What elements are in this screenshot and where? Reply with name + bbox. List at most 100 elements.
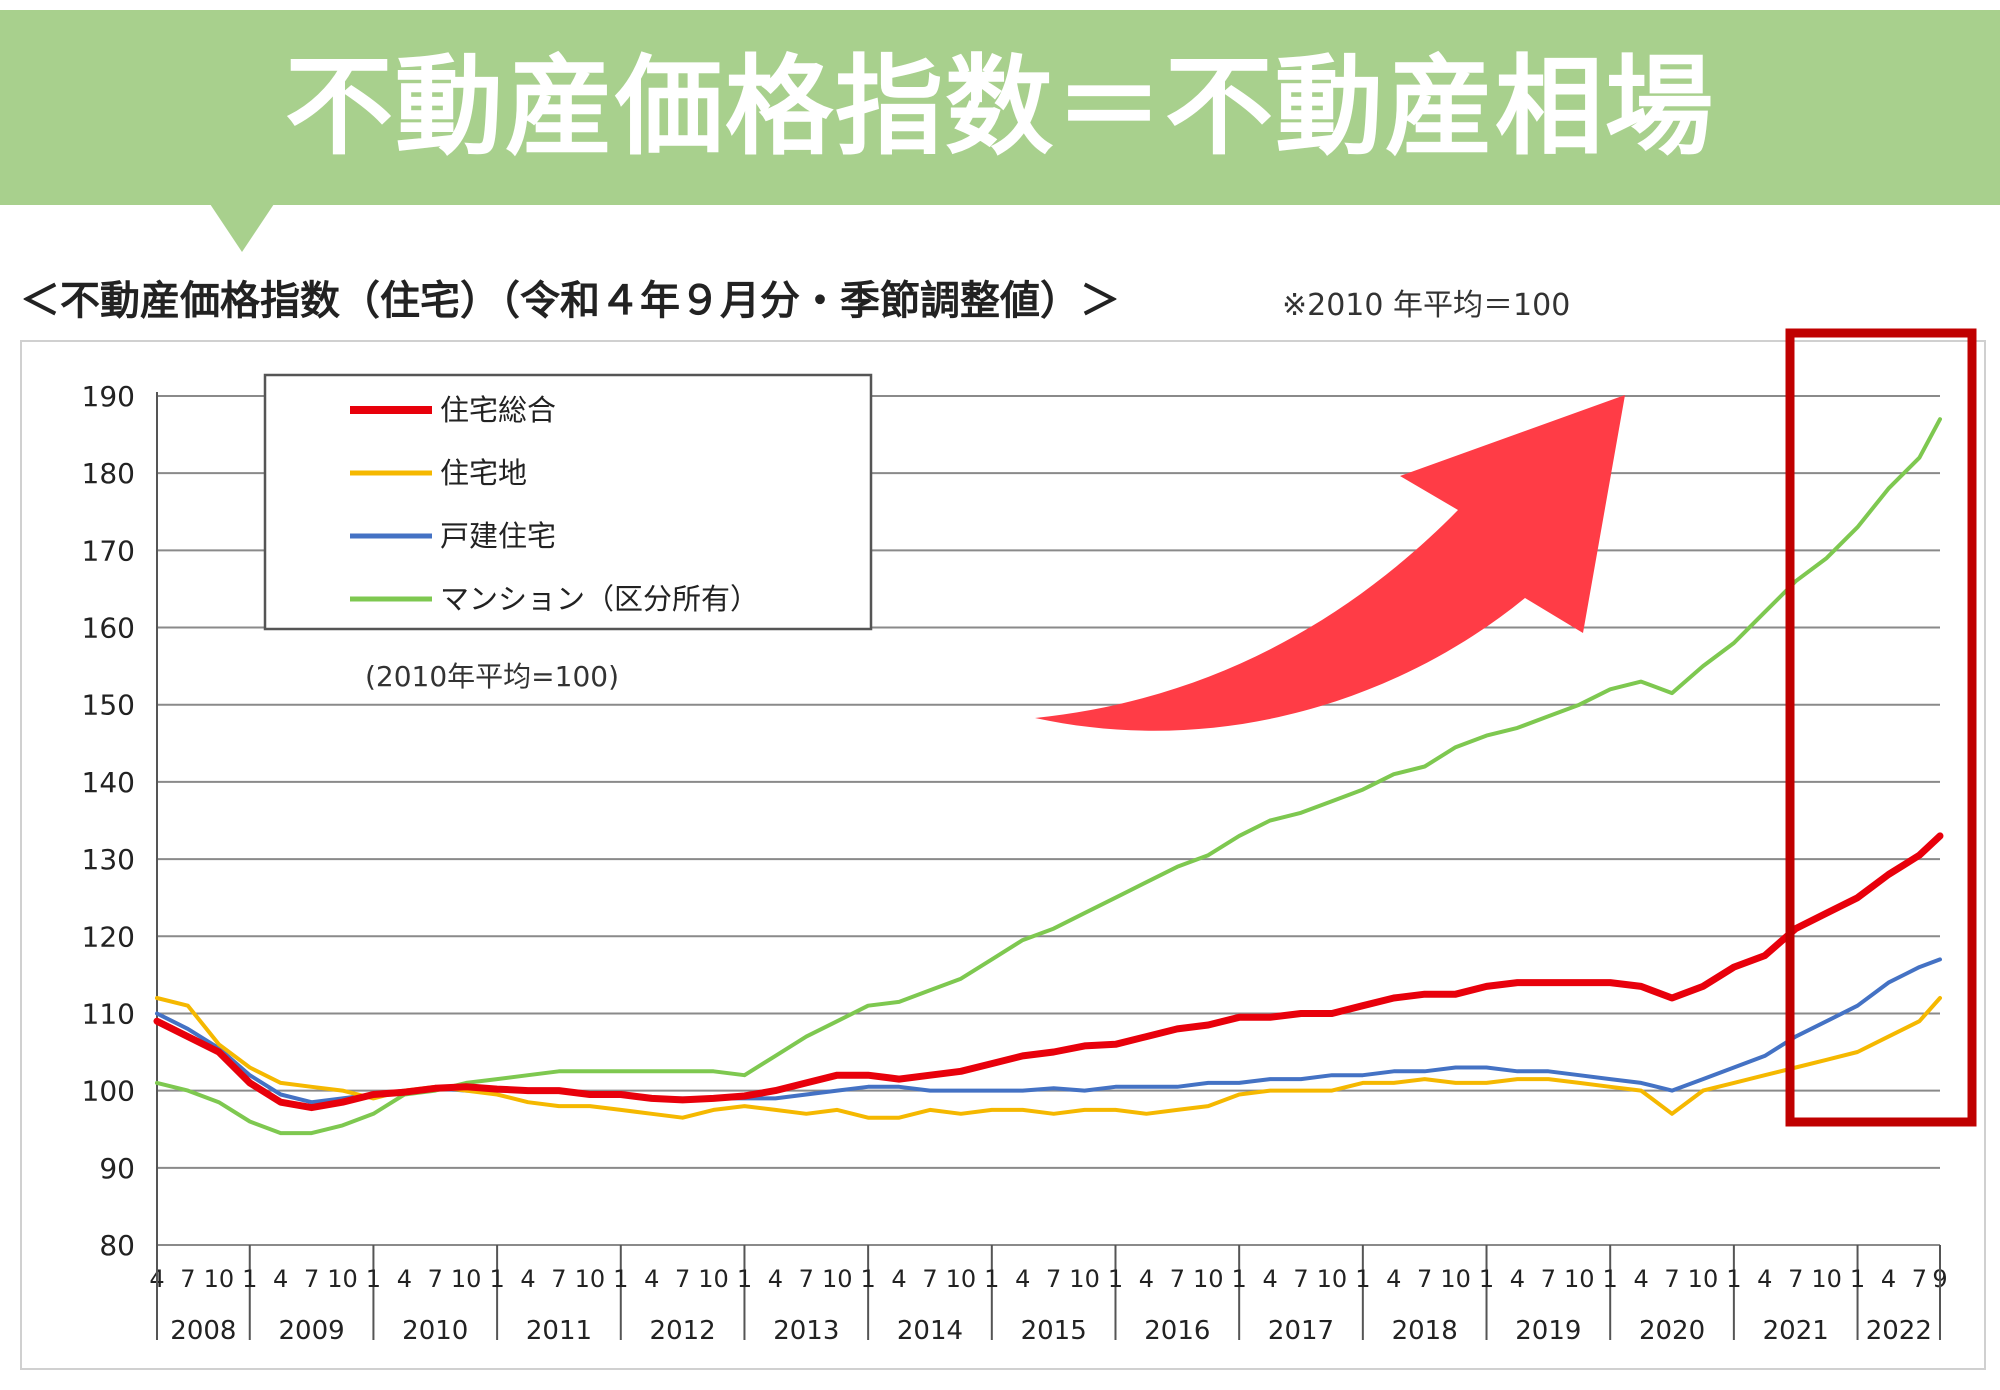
- x-month-tick-label: 1: [1355, 1265, 1370, 1293]
- x-month-tick-label: 7: [1170, 1265, 1185, 1293]
- y-tick-label: 90: [99, 1152, 135, 1185]
- x-year-label: 2020: [1639, 1316, 1705, 1346]
- chart-frame: [20, 340, 1986, 1370]
- y-tick-label: 140: [82, 766, 135, 799]
- title-banner: [0, 10, 2000, 205]
- x-month-tick-label: 4: [644, 1265, 659, 1293]
- x-month-tick-label: 1: [1479, 1265, 1494, 1293]
- x-month-tick-label: 1: [613, 1265, 628, 1293]
- x-month-tick-label: 7: [675, 1265, 690, 1293]
- x-month-tick-label: 10: [327, 1265, 358, 1293]
- x-year-label: 2016: [1144, 1316, 1210, 1346]
- x-month-tick-label: 10: [1317, 1265, 1348, 1293]
- x-year-label: 2009: [279, 1316, 345, 1346]
- y-tick-label: 150: [82, 689, 135, 722]
- x-month-tick-label: 1: [1232, 1265, 1247, 1293]
- x-month-tick-label: 10: [1564, 1265, 1595, 1293]
- x-month-tick-label: 4: [1757, 1265, 1772, 1293]
- x-month-tick-label: 7: [428, 1265, 443, 1293]
- y-tick-label: 190: [82, 380, 135, 413]
- x-year-label: 2013: [773, 1316, 839, 1346]
- x-year-label: 2015: [1021, 1316, 1087, 1346]
- y-tick-label: 130: [82, 843, 135, 876]
- legend-label: 住宅地: [440, 456, 527, 490]
- x-month-tick-label: 4: [1262, 1265, 1277, 1293]
- x-year-label: 2010: [402, 1316, 468, 1346]
- chart-note: ※2010 年平均＝100: [1282, 288, 1571, 323]
- x-month-tick-label: 7: [1912, 1265, 1927, 1293]
- x-month-tick-label: 1: [1603, 1265, 1618, 1293]
- x-month-tick-label: 4: [768, 1265, 783, 1293]
- y-tick-label: 100: [82, 1075, 135, 1108]
- upward-trend-arrow: [1035, 395, 1625, 731]
- x-month-tick-label: 10: [1811, 1265, 1842, 1293]
- x-year-label: 2022: [1866, 1316, 1932, 1346]
- x-month-tick-label: 1: [366, 1265, 381, 1293]
- series-line-1: [155, 996, 1942, 1120]
- x-month-tick-label: 10: [1688, 1265, 1719, 1293]
- x-year-label: 2008: [170, 1316, 236, 1346]
- x-month-tick-label: 7: [1664, 1265, 1679, 1293]
- x-month-tick-label: 4: [273, 1265, 288, 1293]
- page-title: 不動産価格指数＝不動産相場: [284, 45, 1715, 170]
- x-month-tick-label: 1: [1108, 1265, 1123, 1293]
- x-month-tick-label: 1: [1726, 1265, 1741, 1293]
- x-month-tick-label: 1: [984, 1265, 999, 1293]
- x-year-label: 2014: [897, 1316, 963, 1346]
- x-month-tick-label: 10: [451, 1265, 482, 1293]
- x-year-label: 2011: [526, 1316, 592, 1346]
- x-month-tick-label: 7: [1788, 1265, 1803, 1293]
- x-month-tick-label: 4: [1881, 1265, 1896, 1293]
- legend-label: 住宅総合: [440, 393, 556, 427]
- x-month-tick-label: 4: [1015, 1265, 1030, 1293]
- x-month-tick-label: 4: [397, 1265, 412, 1293]
- x-year-label: 2012: [650, 1316, 716, 1346]
- x-month-tick-label: 7: [304, 1265, 319, 1293]
- x-month-tick-label: 4: [1510, 1265, 1525, 1293]
- y-tick-label: 160: [82, 612, 135, 645]
- x-month-tick-label: 10: [1069, 1265, 1100, 1293]
- x-month-tick-label: 10: [1193, 1265, 1224, 1293]
- x-month-tick-label: 7: [1293, 1265, 1308, 1293]
- x-month-tick-label: 1: [489, 1265, 504, 1293]
- x-month-tick-label: 1: [860, 1265, 875, 1293]
- legend-label: 戸建住宅: [440, 519, 556, 553]
- x-month-tick-label: 1: [1850, 1265, 1865, 1293]
- x-year-label: 2017: [1268, 1316, 1334, 1346]
- x-month-tick-label: 10: [204, 1265, 235, 1293]
- y-tick-label: 80: [99, 1229, 135, 1262]
- chart-heading: ＜不動産価格指数（住宅）（令和４年９月分・季節調整値）＞: [20, 278, 1120, 324]
- y-tick-label: 110: [82, 997, 135, 1030]
- x-month-tick-label: 1: [242, 1265, 257, 1293]
- x-month-tick-label: 10: [1440, 1265, 1471, 1293]
- x-month-tick-label: 10: [698, 1265, 729, 1293]
- y-tick-label: 180: [82, 457, 135, 490]
- series-line-0: [153, 832, 1944, 1112]
- x-year-label: 2021: [1763, 1316, 1829, 1346]
- x-month-tick-label: 7: [799, 1265, 814, 1293]
- highlight-box: [1785, 328, 1977, 1127]
- y-tick-label: 120: [82, 920, 135, 953]
- series-line-2: [155, 957, 1942, 1105]
- x-month-tick-label: 7: [1046, 1265, 1061, 1293]
- x-month-tick-label: 10: [946, 1265, 977, 1293]
- x-month-tick-label: 4: [1139, 1265, 1154, 1293]
- x-month-tick-label: 4: [520, 1265, 535, 1293]
- x-month-tick-label: 10: [822, 1265, 853, 1293]
- legend-label: マンション（区分所有）: [440, 582, 759, 616]
- x-month-tick-label: 7: [1541, 1265, 1556, 1293]
- x-month-tick-label: 7: [922, 1265, 937, 1293]
- x-month-tick-label: 4: [891, 1265, 906, 1293]
- banner-pointer: [210, 204, 274, 252]
- x-month-tick-label: 1: [737, 1265, 752, 1293]
- x-month-tick-label: 4: [1386, 1265, 1401, 1293]
- x-year-label: 2018: [1392, 1316, 1458, 1346]
- x-month-tick-label: 7: [1417, 1265, 1432, 1293]
- base-note: (2010年平均=100): [365, 660, 619, 693]
- x-month-tick-label: 7: [551, 1265, 566, 1293]
- x-month-tick-label: 7: [180, 1265, 195, 1293]
- y-tick-label: 170: [82, 534, 135, 567]
- x-year-label: 2019: [1515, 1316, 1581, 1346]
